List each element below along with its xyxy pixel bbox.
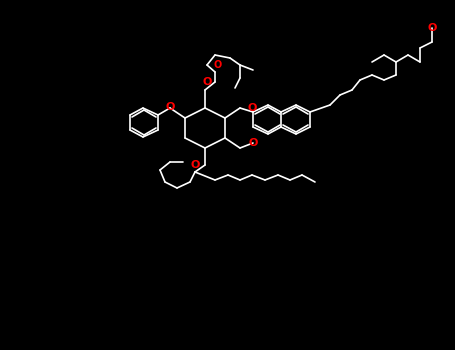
Text: O: O <box>248 138 258 148</box>
Text: O: O <box>214 60 222 70</box>
Text: O: O <box>165 102 175 112</box>
Text: O: O <box>190 160 200 170</box>
Text: O: O <box>202 77 212 87</box>
Text: O: O <box>248 103 257 113</box>
Text: O: O <box>427 23 437 33</box>
